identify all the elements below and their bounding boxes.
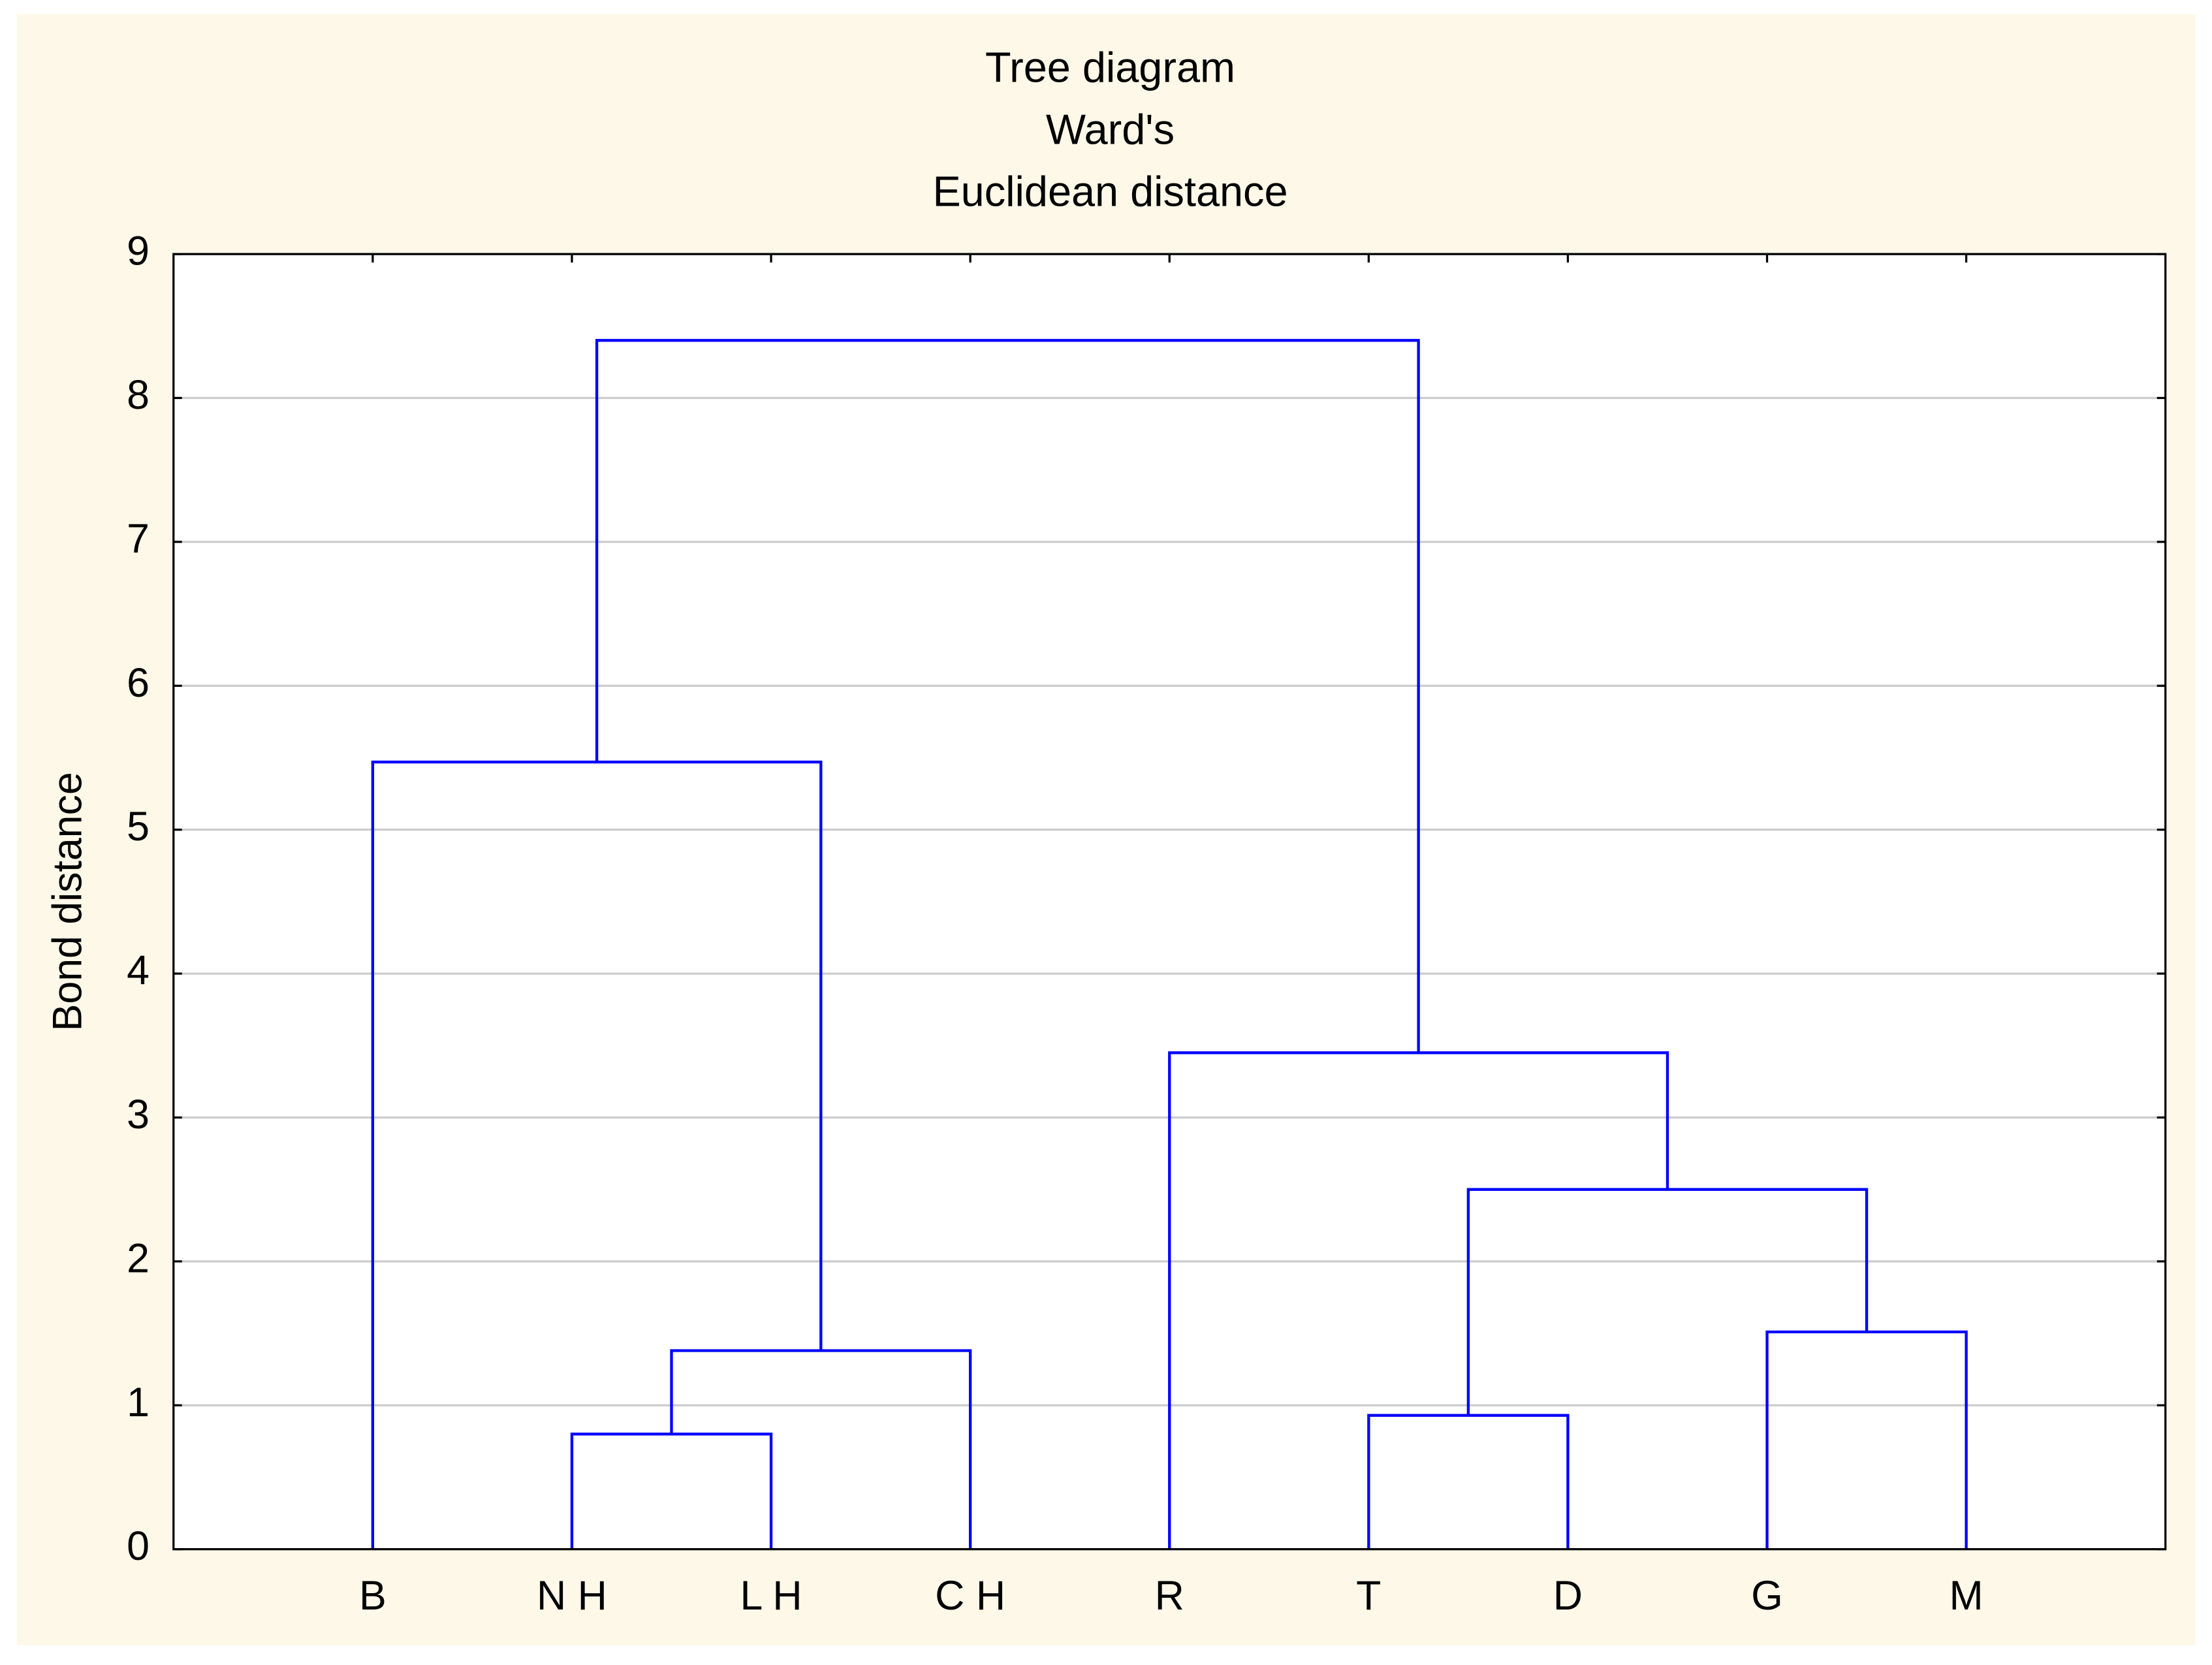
y-tick-label: 4 [127, 948, 150, 994]
y-tick-label: 0 [127, 1523, 150, 1569]
x-tick-label: D [1553, 1573, 1583, 1619]
y-tick-label: 1 [127, 1380, 150, 1425]
y-tick-label: 2 [127, 1235, 150, 1281]
dendrogram [371, 339, 1968, 1549]
y-axis-label: Bond distance [45, 772, 91, 1031]
y-tick-label: 9 [127, 229, 150, 274]
y-tick-label: 3 [127, 1092, 150, 1137]
x-tick-label: M [1950, 1573, 1983, 1619]
x-tick-label: G [1751, 1573, 1783, 1619]
chart-title: Ward's [1046, 105, 1175, 153]
x-tick-label: T [1356, 1573, 1381, 1619]
x-tick-label: N H [537, 1573, 607, 1619]
x-tick-label: R [1155, 1573, 1184, 1619]
x-tick-label: B [359, 1573, 387, 1619]
dendrogram-link [595, 339, 1420, 1053]
labels: Tree diagram Ward's Euclidean distance 0 1 2 3… [127, 43, 1983, 1618]
x-tick-label: C H [935, 1573, 1005, 1619]
y-tick-label: 5 [127, 804, 150, 849]
y-tick-label: 6 [127, 660, 150, 706]
y-tick-label: 7 [127, 516, 150, 562]
plot-frame [172, 253, 2167, 1551]
y-tick-label: 8 [127, 372, 150, 418]
chart-title: Tree diagram [985, 43, 1235, 91]
x-tick-label: L H [740, 1573, 802, 1619]
chart-title: Euclidean distance [932, 167, 1288, 215]
